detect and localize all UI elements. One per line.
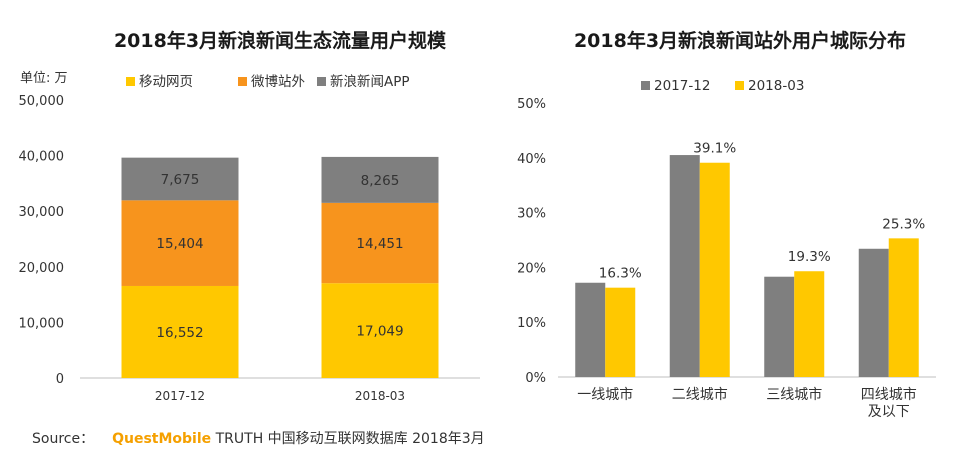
left-bar-data-label: 14,451: [356, 236, 403, 252]
left-chart-unit-label: 单位: 万: [20, 71, 68, 86]
left-y-tick-label: 40,000: [19, 150, 65, 165]
right-y-tick-label: 30%: [517, 207, 546, 222]
left-bar-segment: [121, 285, 239, 378]
right-bar: [699, 162, 730, 377]
left-bar-data-label: 16,552: [156, 325, 203, 341]
right-y-tick-label: 50%: [517, 97, 546, 112]
left-bar-segment: [121, 157, 239, 201]
left-y-tick-label: 30,000: [19, 205, 65, 220]
right-bar: [605, 287, 636, 377]
left-bar-data-label: 17,049: [356, 324, 403, 340]
right-y-tick-label: 0%: [525, 371, 546, 386]
right-bar: [858, 248, 889, 377]
right-legend-label: 2018-03: [748, 78, 804, 94]
left-bar-segment: [321, 283, 439, 378]
source-label: Source：: [32, 431, 95, 447]
left-bar-segment: [321, 156, 439, 203]
left-legend-label: 新浪新闻APP: [330, 74, 410, 90]
left-y-tick-label: 50,000: [19, 94, 65, 109]
left-bar-data-label: 8,265: [361, 173, 400, 189]
left-x-tick-label: 2018-03: [355, 389, 405, 403]
left-legend-swatch: [317, 77, 326, 86]
right-x-tick-label: 三线城市: [766, 386, 822, 403]
right-chart: 2018年3月新浪新闻站外用户城际分布 0% 10% 20% 30% 40% 50% 2017…: [517, 29, 936, 420]
right-chart-title: 2018年3月新浪新闻站外用户城际分布: [574, 29, 906, 52]
source-note: Source： QuestMobile TRUTH 中国移动互联网数据库 2018…: [32, 428, 485, 448]
right-bar: [888, 238, 919, 377]
left-bar-segment: [321, 202, 439, 284]
right-x-tick-label: 及以下: [868, 404, 910, 420]
right-x-tick-label: 四线城市: [861, 386, 917, 403]
right-legend-swatch: [735, 81, 744, 90]
left-bar-data-label: 15,404: [156, 236, 203, 252]
left-x-tick-label: 2017-12: [155, 389, 205, 403]
source-brand: QuestMobile: [112, 431, 212, 447]
left-chart-title: 2018年3月新浪新闻生态流量用户规模: [114, 29, 447, 52]
left-legend-label: 微博站外: [251, 73, 305, 90]
left-bar-data-label: 7,675: [161, 172, 200, 188]
right-bar-data-label: 16.3%: [599, 266, 642, 282]
right-legend-label: 2017-12: [654, 78, 710, 94]
left-y-tick-label: 20,000: [19, 261, 65, 276]
source-text: TRUTH 中国移动互联网数据库 2018年3月: [215, 431, 485, 447]
left-legend-swatch: [238, 77, 247, 86]
left-y-tick-label: 0: [56, 372, 64, 387]
right-y-tick-label: 40%: [517, 152, 546, 167]
right-bar-data-label: 39.1%: [693, 141, 736, 157]
left-y-tick-label: 10,000: [19, 316, 65, 331]
right-x-tick-label: 一线城市: [577, 386, 633, 403]
left-bar-segment: [121, 200, 239, 286]
right-bar: [575, 282, 606, 377]
right-bar-data-label: 25.3%: [882, 216, 925, 232]
right-x-tick-label: 二线城市: [672, 386, 728, 403]
right-bar: [794, 271, 825, 377]
left-legend-label: 移动网页: [139, 74, 193, 90]
left-legend-swatch: [126, 77, 135, 86]
right-y-tick-label: 10%: [517, 316, 546, 331]
right-bar-data-label: 19.3%: [788, 249, 831, 265]
right-legend-swatch: [641, 81, 650, 90]
right-bar: [669, 155, 700, 377]
right-bar: [764, 276, 795, 377]
right-y-tick-label: 20%: [517, 261, 546, 276]
